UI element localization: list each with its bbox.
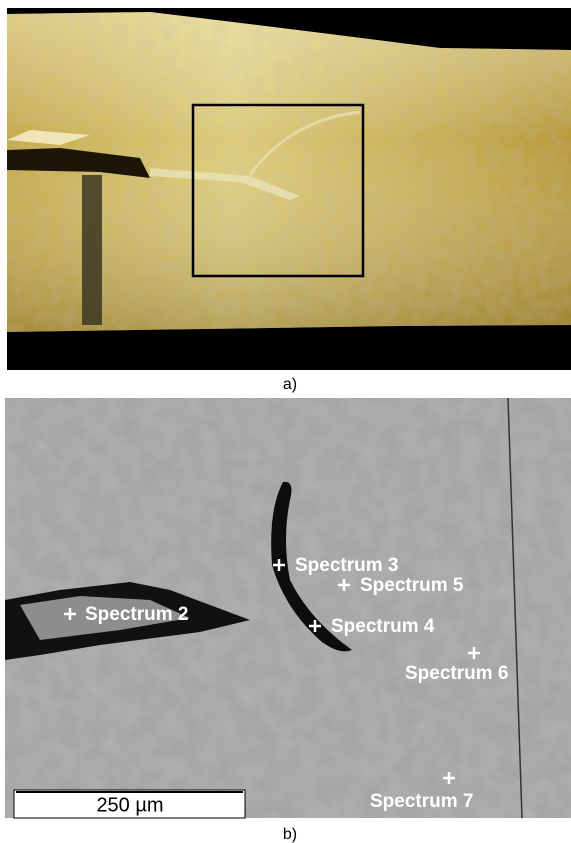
spectrum-label: Spectrum 2 [85,604,188,625]
panel-a [7,8,571,370]
scale-label: 250 µm [96,794,163,816]
spectrum-label: Spectrum 5 [360,575,464,596]
dark-band [82,175,102,325]
spectrum-label: Spectrum 4 [331,616,435,637]
figure: a) 250 µm Spectrum 2 Spectrum 3 Spectrum 4… [0,0,571,843]
spectrum-label: Spectrum 6 [405,663,508,684]
page: a) 250 µm Spectrum 2 Spectrum 3 Spectrum 4… [0,0,571,843]
spectrum-label: Spectrum 7 [370,791,473,812]
panel-label: b) [283,826,297,843]
panel-label: a) [283,376,297,393]
spectrum-label: Spectrum 3 [295,555,398,576]
